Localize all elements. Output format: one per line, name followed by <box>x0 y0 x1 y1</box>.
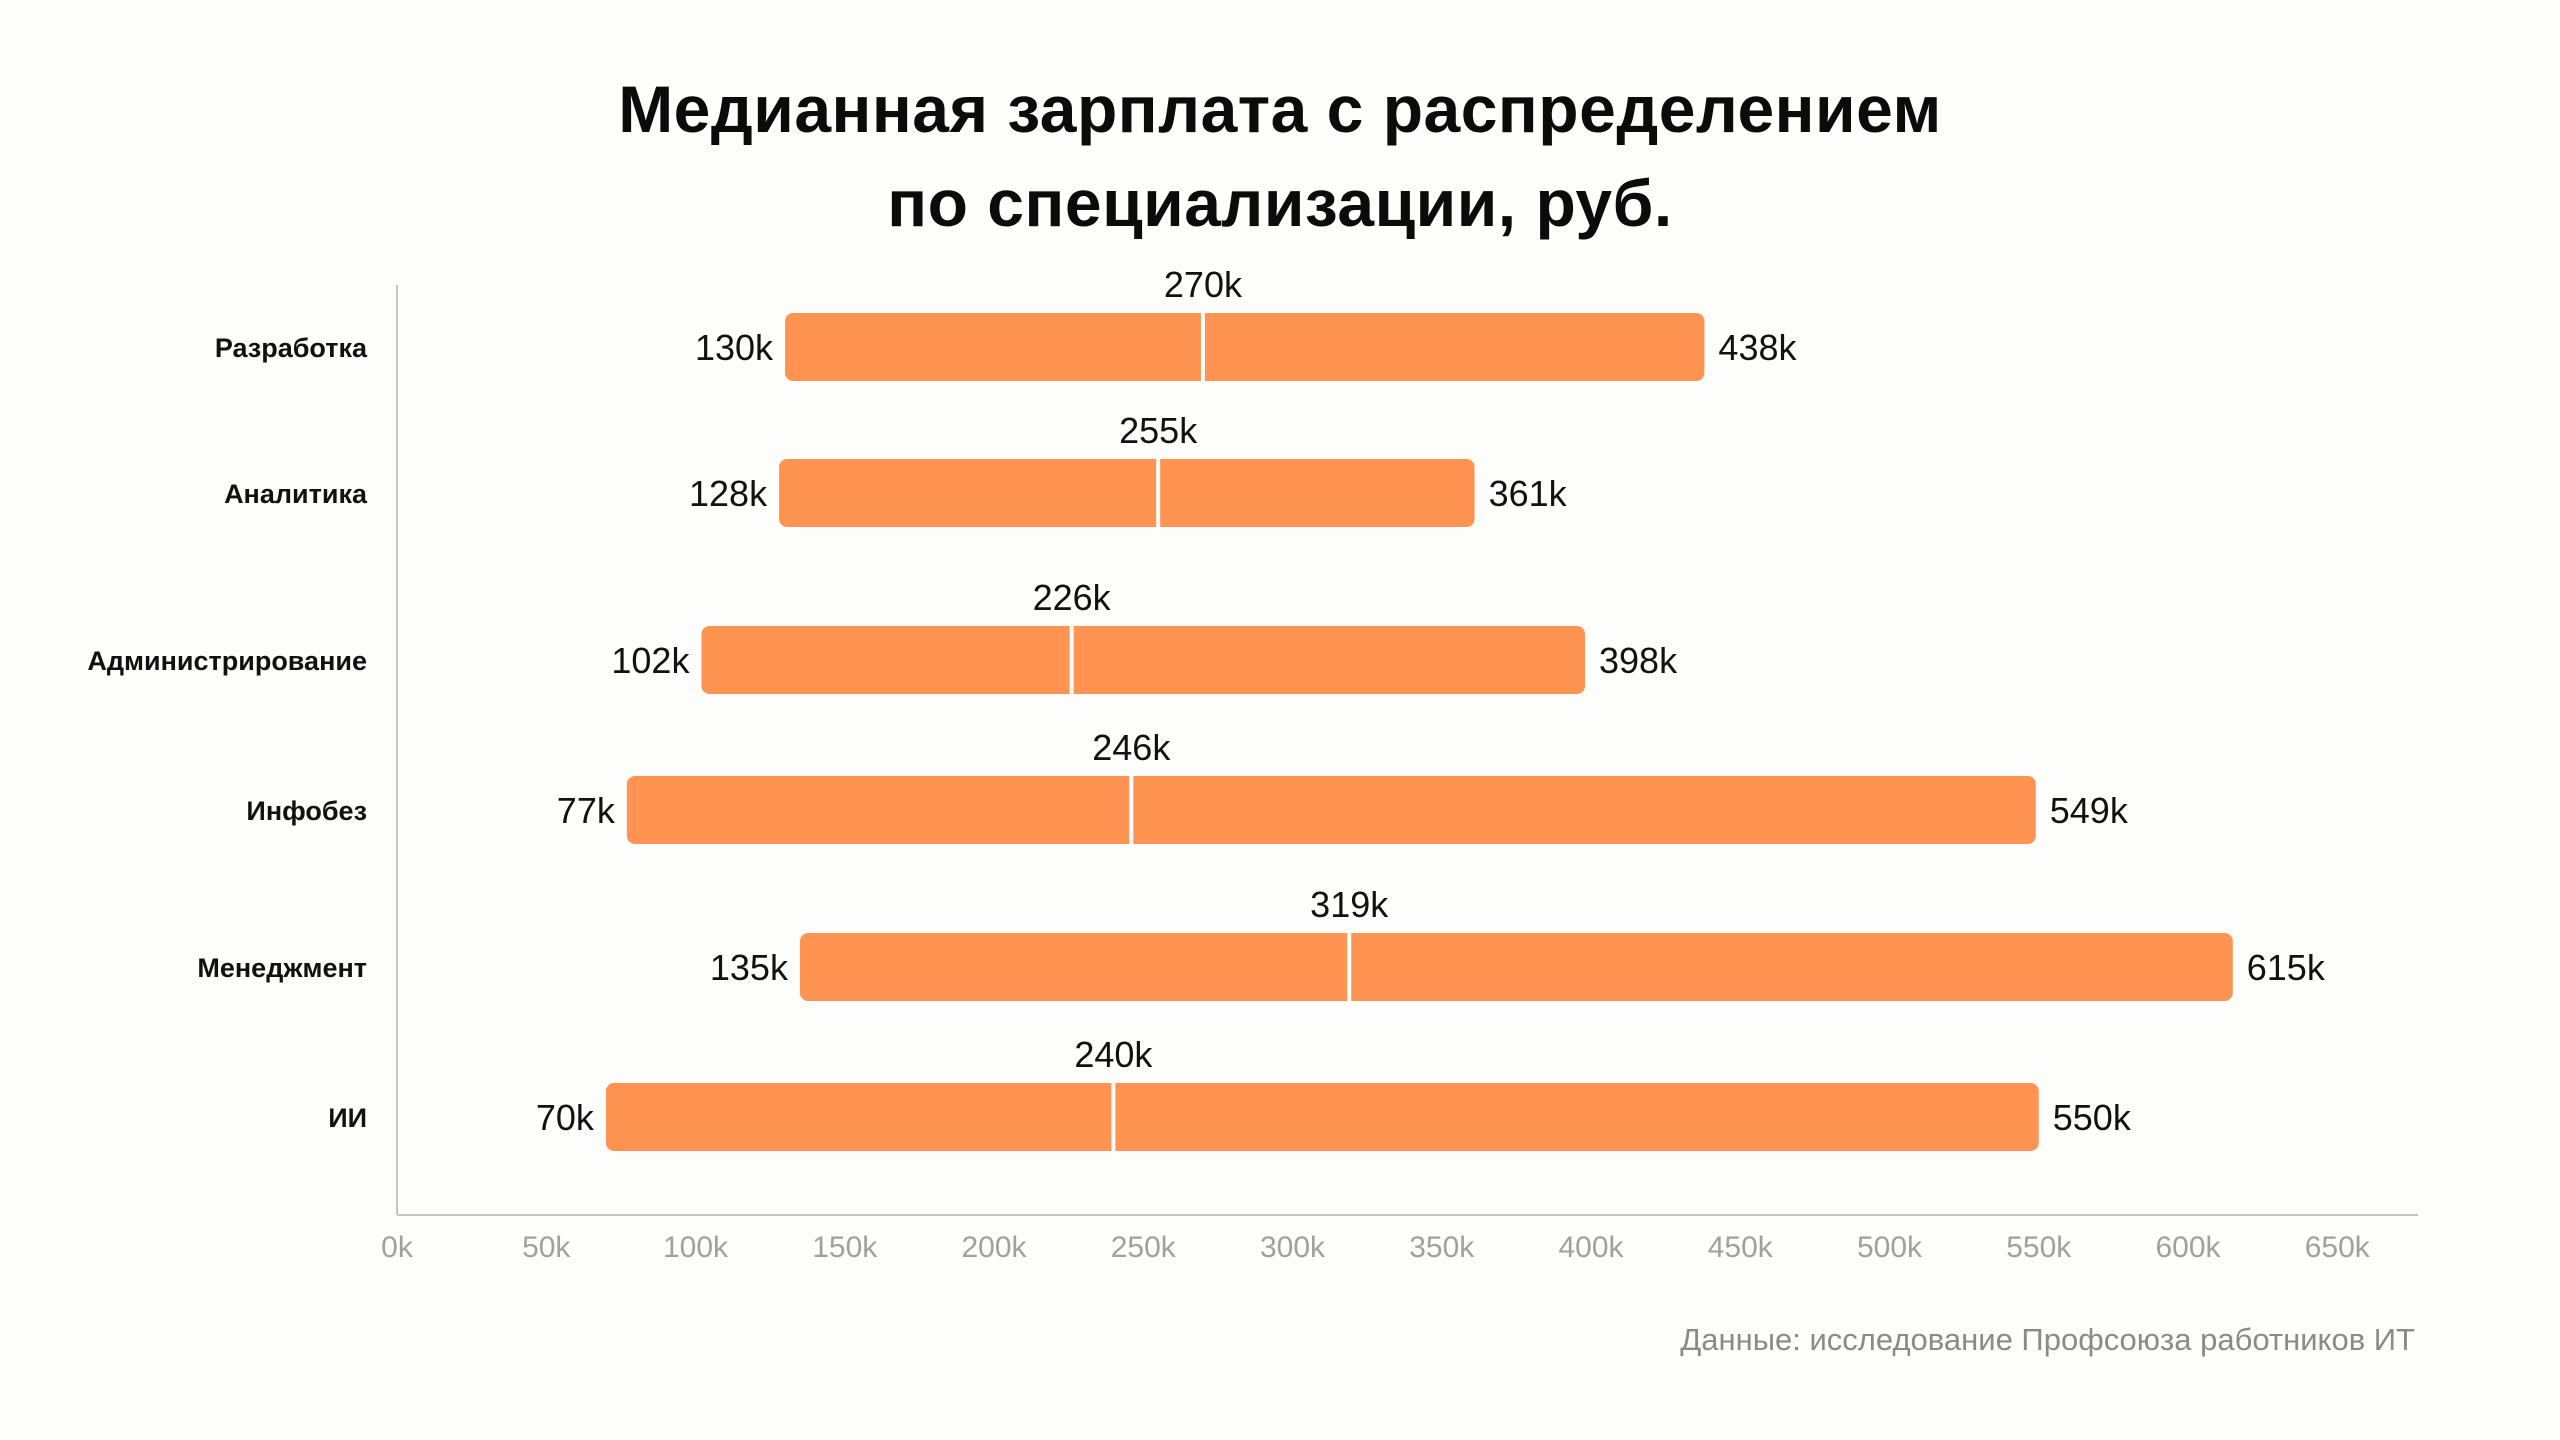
range-bar <box>626 776 2036 844</box>
category-label: Администрирование <box>87 646 367 676</box>
chart-labels: 0k 50k 100k 150k 200k 250k 300k 350k 400k 450k 500… <box>87 264 2370 1264</box>
source-note: Данные: исследование Профсоюза работнико… <box>1680 1322 2415 1357</box>
min-value-label: 70k <box>536 1097 595 1138</box>
median-value-label: 226k <box>1033 577 1112 618</box>
category-label: Менеджмент <box>197 953 367 983</box>
chart-bars <box>605 313 2233 1151</box>
x-tick-label: 450k <box>1708 1231 1774 1264</box>
range-bar <box>779 459 1475 527</box>
median-value-label: 246k <box>1092 727 1171 768</box>
x-tick-label: 250k <box>1111 1231 1177 1264</box>
chart-title-line-1: Медианная зарплата с распределением <box>618 72 1942 146</box>
category-label: ИИ <box>328 1103 367 1133</box>
min-value-label: 128k <box>689 473 768 514</box>
max-value-label: 361k <box>1489 473 1568 514</box>
range-bar-chart: 0k 50k 100k 150k 200k 250k 300k 350k 400k 450k 500… <box>87 264 2418 1264</box>
x-tick-label: 650k <box>2305 1231 2371 1264</box>
x-tick-label: 0k <box>381 1231 414 1264</box>
median-value-label: 255k <box>1119 410 1198 451</box>
x-tick-label: 550k <box>2006 1231 2072 1264</box>
x-tick-label: 200k <box>961 1231 1027 1264</box>
range-bar <box>799 933 2233 1001</box>
min-value-label: 77k <box>557 790 616 831</box>
median-value-label: 240k <box>1074 1034 1153 1075</box>
category-label: Инфобез <box>246 796 367 826</box>
min-value-label: 135k <box>710 947 789 988</box>
min-value-label: 130k <box>695 327 774 368</box>
range-bar <box>701 626 1586 694</box>
min-value-label: 102k <box>611 640 690 681</box>
max-value-label: 438k <box>1718 327 1797 368</box>
chart-axes <box>396 285 2418 1216</box>
chart-title: Медианная зарплата с распределением по с… <box>0 62 2560 250</box>
median-value-label: 319k <box>1310 884 1389 925</box>
max-value-label: 615k <box>2247 947 2326 988</box>
x-tick-label: 600k <box>2155 1231 2221 1264</box>
range-bar <box>785 313 1705 381</box>
median-value-label: 270k <box>1164 264 1243 305</box>
x-tick-label: 400k <box>1558 1231 1624 1264</box>
x-tick-label: 350k <box>1409 1231 1475 1264</box>
x-tick-label: 300k <box>1260 1231 1326 1264</box>
x-tick-label: 150k <box>812 1231 878 1264</box>
x-tick-label: 100k <box>663 1231 729 1264</box>
max-value-label: 549k <box>2050 790 2129 831</box>
chart-title-line-2: по специализации, руб. <box>887 166 1673 240</box>
x-tick-label: 50k <box>522 1231 571 1264</box>
range-bar <box>605 1083 2039 1151</box>
x-tick-label: 500k <box>1857 1231 1923 1264</box>
max-value-label: 550k <box>2053 1097 2132 1138</box>
category-label: Аналитика <box>224 479 368 509</box>
max-value-label: 398k <box>1599 640 1678 681</box>
category-label: Разработка <box>215 333 368 363</box>
